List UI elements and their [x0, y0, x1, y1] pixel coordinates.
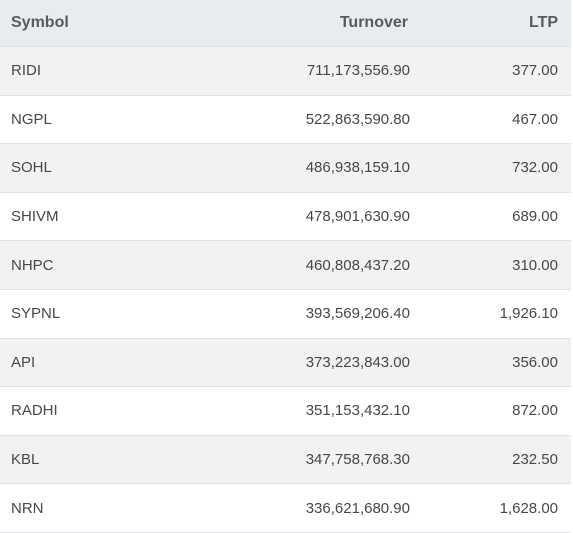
turnover-cell: 351,153,432.10 [160, 386, 410, 436]
turnover-cell: 711,173,556.90 [160, 46, 410, 96]
ltp-cell: 310.00 [410, 240, 571, 290]
ltp-cell: 1,628.00 [410, 483, 571, 533]
ltp-cell: 356.00 [410, 338, 571, 388]
symbol-cell[interactable]: KBL [0, 435, 160, 485]
table-row[interactable]: KBL 347,758,768.30 232.50 [0, 435, 571, 485]
turnover-cell: 393,569,206.40 [160, 289, 410, 339]
ltp-cell: 689.00 [410, 192, 571, 242]
turnover-cell: 486,938,159.10 [160, 143, 410, 193]
table-row[interactable]: RADHI 351,153,432.10 872.00 [0, 386, 571, 436]
symbol-cell[interactable]: NHPC [0, 240, 160, 290]
table-row[interactable]: NHPC 460,808,437.20 310.00 [0, 240, 571, 290]
turnover-cell: 336,621,680.90 [160, 483, 410, 533]
table-row[interactable]: NGPL 522,863,590.80 467.00 [0, 95, 571, 145]
turnover-cell: 347,758,768.30 [160, 435, 410, 485]
table-body: RIDI 711,173,556.90 377.00 NGPL 522,863,… [0, 46, 571, 533]
turnover-cell: 478,901,630.90 [160, 192, 410, 242]
table-row[interactable]: API 373,223,843.00 356.00 [0, 338, 571, 388]
ltp-cell: 872.00 [410, 386, 571, 436]
header-turnover[interactable]: Turnover [160, 0, 410, 47]
ltp-cell: 732.00 [410, 143, 571, 193]
symbol-cell[interactable]: SHIVM [0, 192, 160, 242]
turnover-cell: 522,863,590.80 [160, 95, 410, 145]
ltp-cell: 377.00 [410, 46, 571, 96]
ltp-cell: 232.50 [410, 435, 571, 485]
symbol-cell[interactable]: RIDI [0, 46, 160, 96]
symbol-cell[interactable]: SOHL [0, 143, 160, 193]
ltp-cell: 467.00 [410, 95, 571, 145]
symbol-cell[interactable]: NRN [0, 483, 160, 533]
turnover-cell: 373,223,843.00 [160, 338, 410, 388]
symbol-cell[interactable]: NGPL [0, 95, 160, 145]
table-row[interactable]: SOHL 486,938,159.10 732.00 [0, 143, 571, 193]
symbol-cell[interactable]: SYPNL [0, 289, 160, 339]
header-symbol[interactable]: Symbol [0, 0, 160, 47]
symbol-cell[interactable]: API [0, 338, 160, 388]
ltp-cell: 1,926.10 [410, 289, 571, 339]
table-row[interactable]: SYPNL 393,569,206.40 1,926.10 [0, 289, 571, 339]
symbol-cell[interactable]: RADHI [0, 386, 160, 436]
turnover-cell: 460,808,437.20 [160, 240, 410, 290]
table-row[interactable]: RIDI 711,173,556.90 377.00 [0, 46, 571, 96]
header-row: Symbol Turnover LTP [0, 0, 571, 47]
header-ltp[interactable]: LTP [410, 0, 571, 47]
table-row[interactable]: NRN 336,621,680.90 1,628.00 [0, 483, 571, 533]
table-row[interactable]: SHIVM 478,901,630.90 689.00 [0, 192, 571, 242]
table-header: Symbol Turnover LTP [0, 0, 571, 47]
